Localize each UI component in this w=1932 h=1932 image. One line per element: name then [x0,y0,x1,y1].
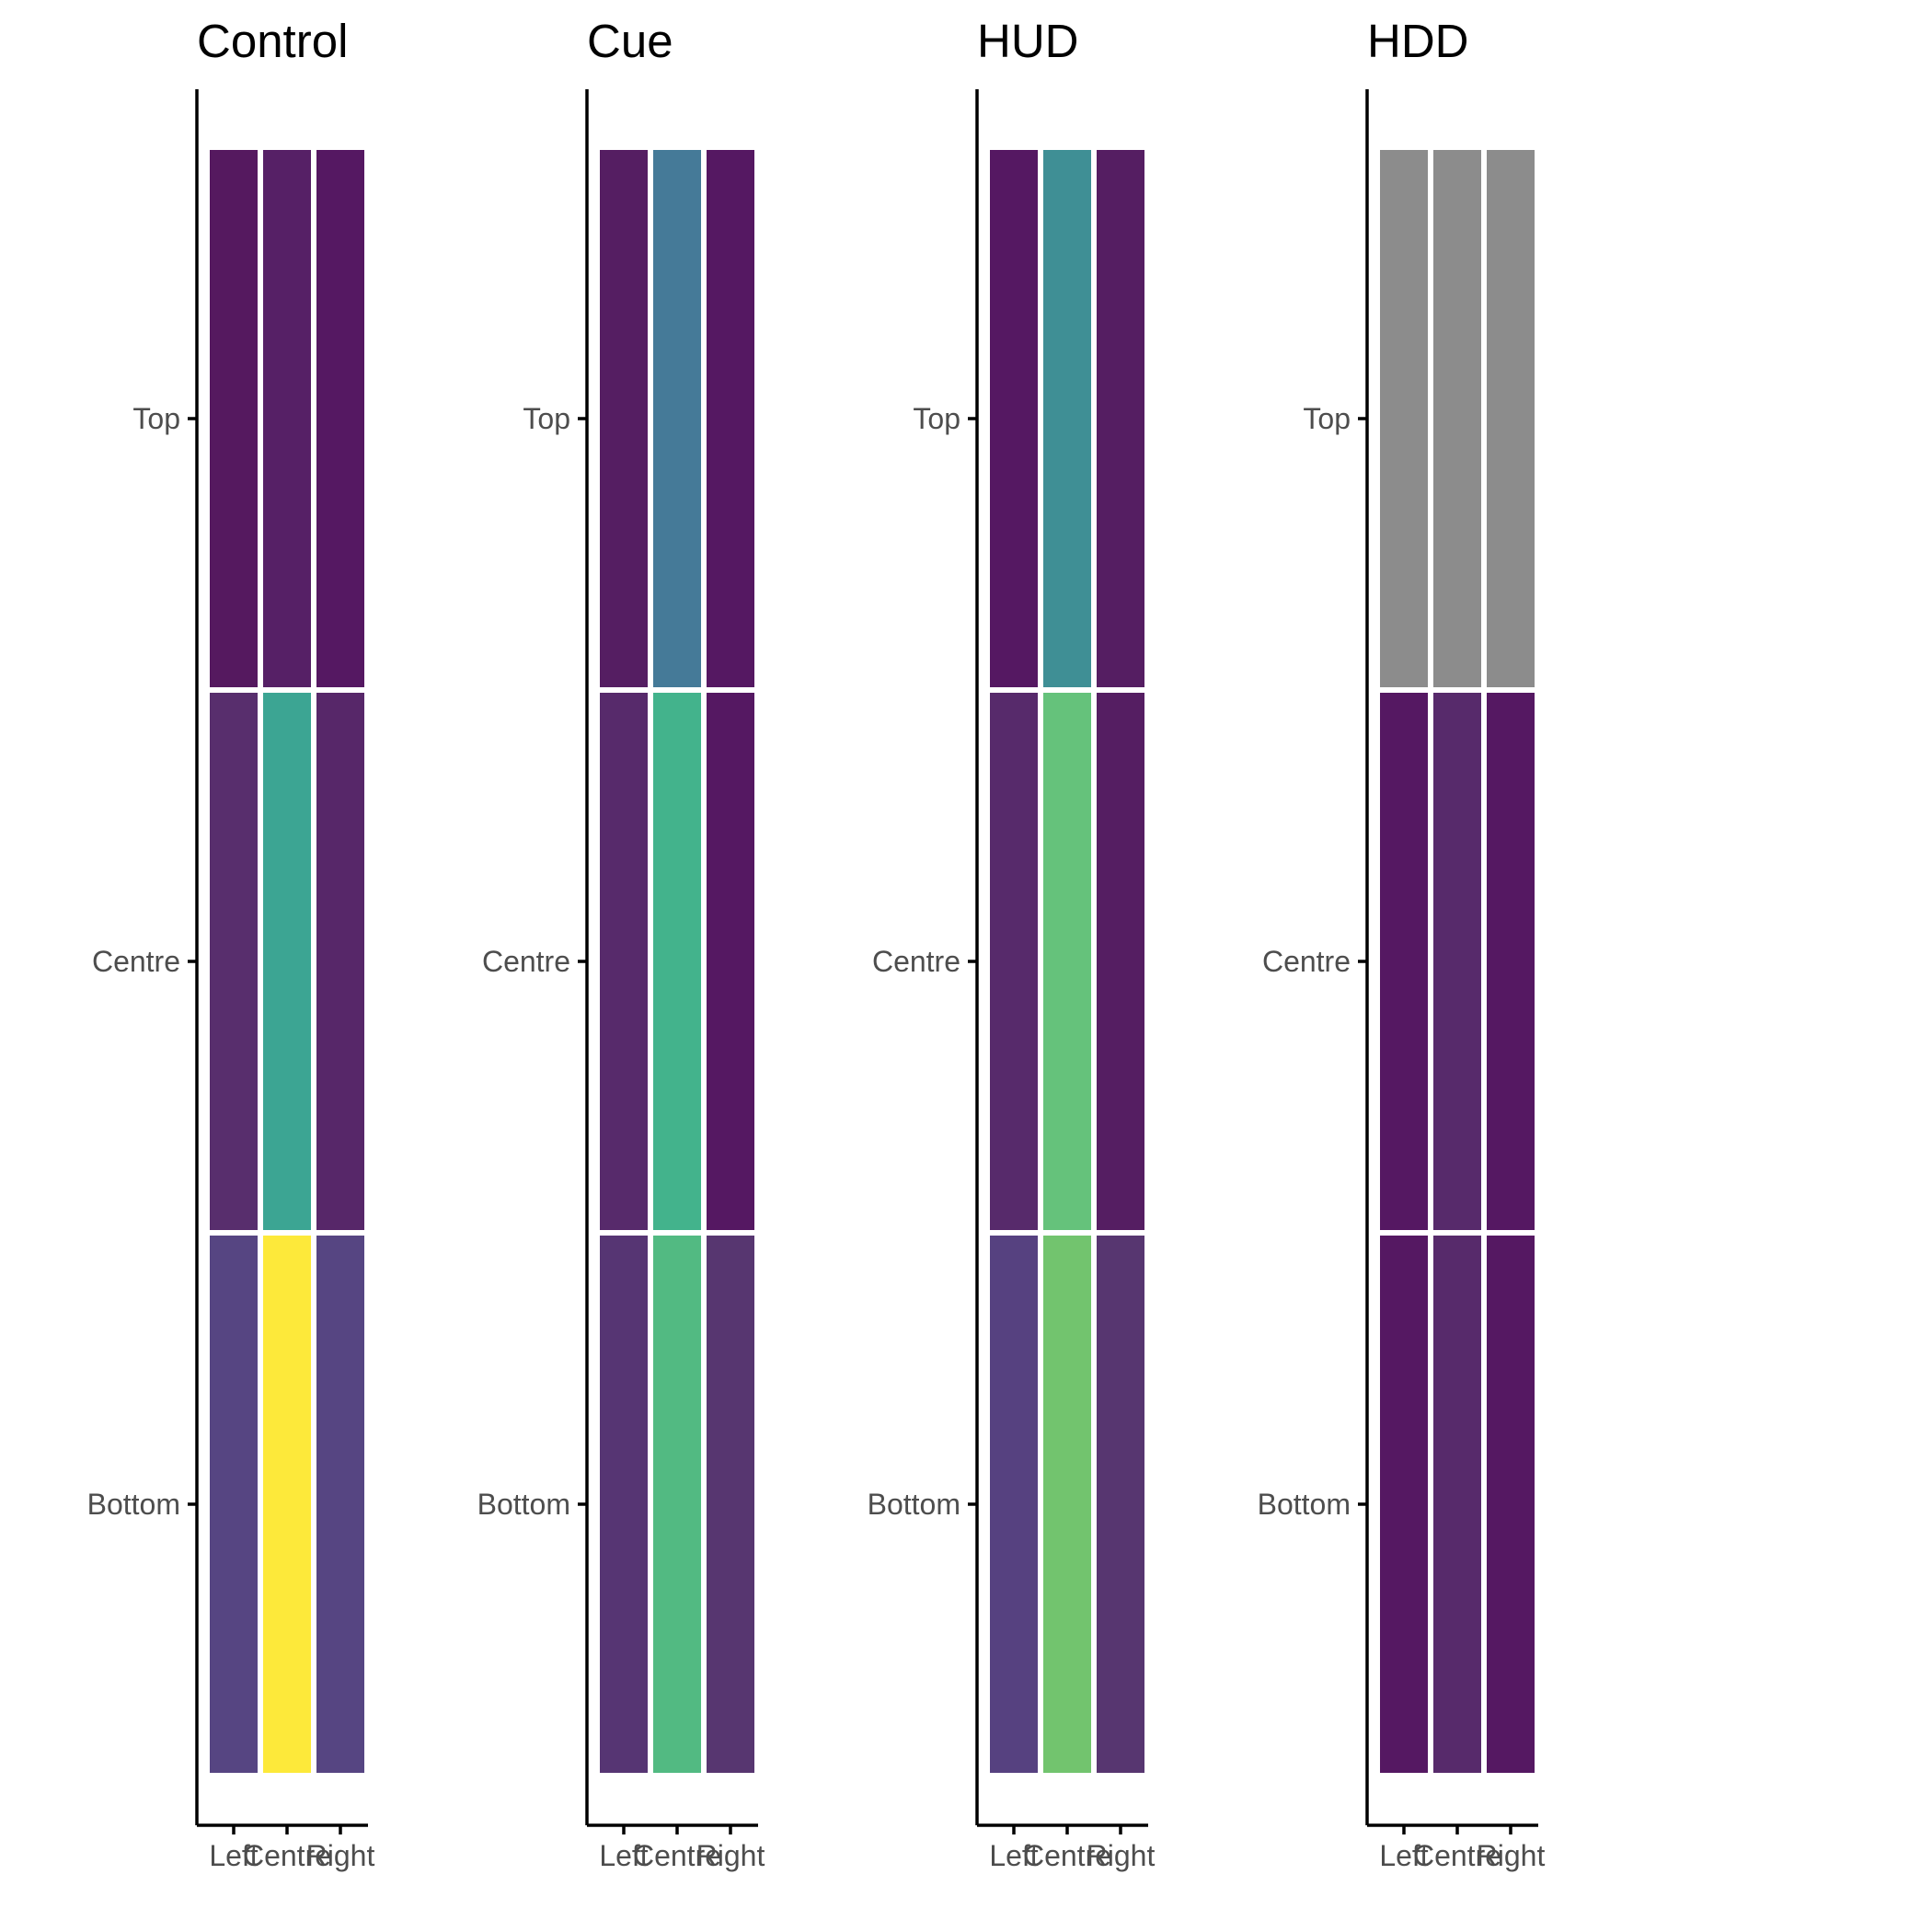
x-tick-label-left: Left [599,1839,648,1872]
tile-bottom-left [984,1230,1043,1778]
x-tick-label-centre: Centre [243,1839,331,1872]
y-tick-label-centre: Centre [1262,945,1351,978]
x-tick-label-right: Right [306,1839,375,1872]
heatmap-tiles [1374,144,1540,1778]
y-tick-label-bottom: Bottom [477,1488,570,1521]
tile-bottom-left [594,1230,653,1778]
tile-bottom-centre [1038,1230,1097,1778]
heatmap-tiles [984,144,1150,1778]
y-tick-label-top: Top [913,402,960,435]
tile-bottom-left [1374,1230,1433,1778]
tile-centre-left [984,687,1043,1236]
tile-centre-right [1481,687,1540,1236]
y-tick-label-bottom: Bottom [868,1488,960,1521]
y-tick-label-bottom: Bottom [87,1488,180,1521]
heatmap-tiles [204,144,370,1778]
tile-bottom-left [204,1230,263,1778]
tile-centre-centre [258,687,316,1236]
tile-centre-centre [648,687,707,1236]
tile-bottom-right [701,1230,760,1778]
tile-bottom-right [1091,1230,1150,1778]
x-tick-label-right: Right [1477,1839,1546,1872]
y-tick-label-bottom: Bottom [1258,1488,1351,1521]
y-tick-label-centre: Centre [92,945,180,978]
tile-top-centre [1428,144,1487,693]
tile-top-left [984,144,1043,693]
panel-title: HUD [977,15,1079,67]
tile-centre-centre [1038,687,1097,1236]
y-tick-label-top: Top [523,402,570,435]
tile-bottom-centre [258,1230,316,1778]
y-tick-label-centre: Centre [482,945,570,978]
x-tick-label-right: Right [696,1839,765,1872]
tile-top-right [311,144,370,693]
x-tick-label-centre: Centre [1413,1839,1501,1872]
panel-title: Control [197,15,348,67]
tile-top-centre [258,144,316,693]
x-tick-label-centre: Centre [633,1839,721,1872]
panel-title: HDD [1367,15,1469,67]
tile-bottom-centre [1428,1230,1487,1778]
tile-bottom-right [1481,1230,1540,1778]
tile-centre-centre [1428,687,1487,1236]
x-tick-label-left: Left [209,1839,258,1872]
heatmap-tiles [594,144,760,1778]
tile-centre-right [701,687,760,1236]
tile-centre-right [311,687,370,1236]
tile-top-left [204,144,263,693]
tile-top-right [701,144,760,693]
y-tick-label-top: Top [132,402,180,435]
tile-centre-right [1091,687,1150,1236]
tile-top-left [1374,144,1433,693]
tile-centre-left [1374,687,1433,1236]
y-tick-label-top: Top [1303,402,1351,435]
tile-bottom-right [311,1230,370,1778]
panel-title: Cue [587,15,673,67]
tile-top-centre [1038,144,1097,693]
y-tick-label-centre: Centre [872,945,960,978]
tile-bottom-centre [648,1230,707,1778]
x-tick-label-left: Left [989,1839,1038,1872]
tile-centre-left [594,687,653,1236]
tile-top-centre [648,144,707,693]
x-tick-label-left: Left [1379,1839,1428,1872]
tile-top-left [594,144,653,693]
tile-top-right [1091,144,1150,693]
tile-centre-left [204,687,263,1236]
x-tick-label-right: Right [1087,1839,1156,1872]
x-tick-label-centre: Centre [1023,1839,1111,1872]
tile-top-right [1481,144,1540,693]
